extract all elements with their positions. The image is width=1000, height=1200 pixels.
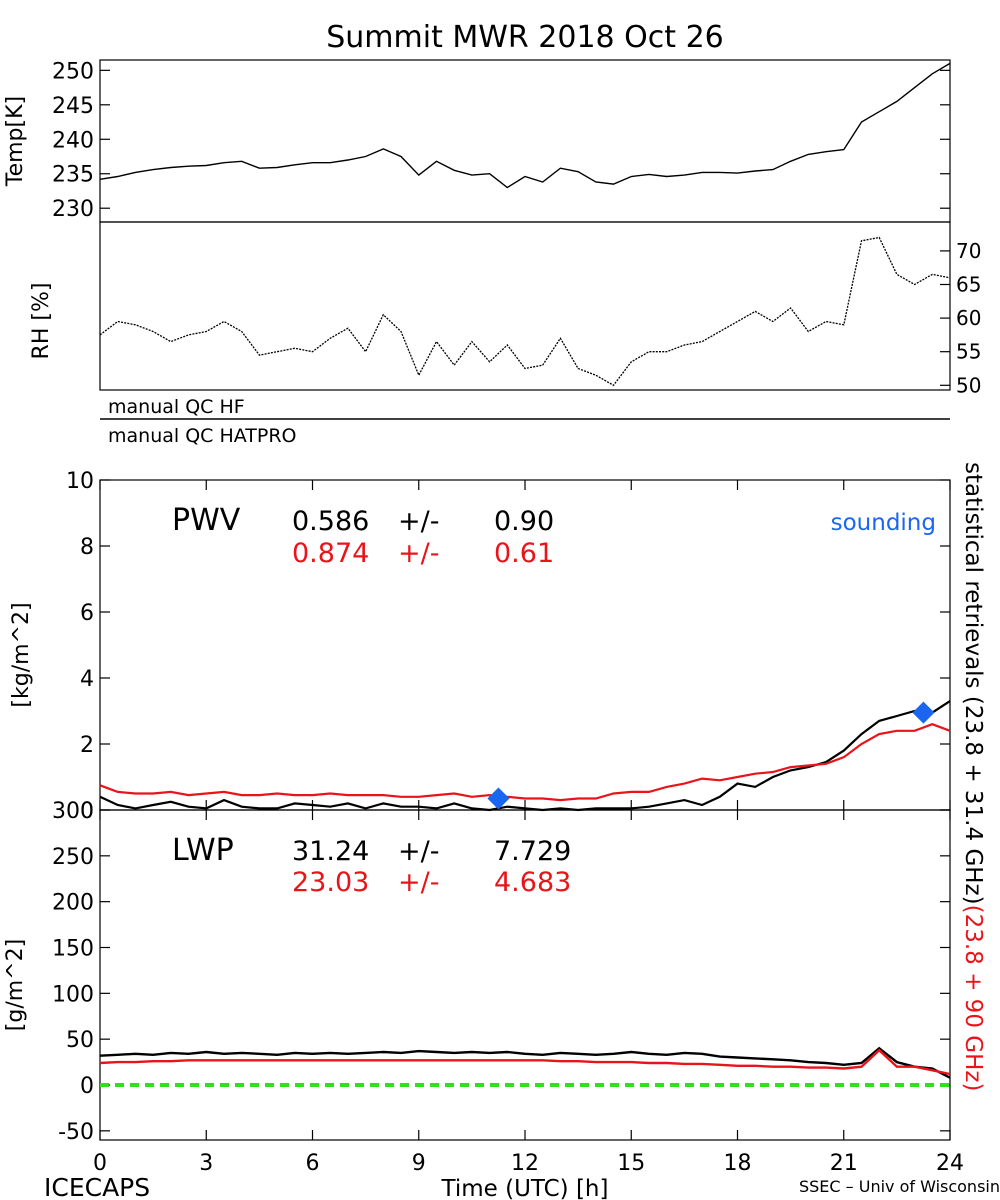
sounding-marker xyxy=(487,787,510,810)
pwv-red-series-line xyxy=(99,723,951,802)
x-tick-label: 0 xyxy=(93,1151,107,1176)
rh-ytick-label: 55 xyxy=(956,340,981,364)
pwv-stat-red-mean: 0.874 xyxy=(292,538,369,569)
x-tick-label: 24 xyxy=(936,1151,964,1176)
x-tick-label: 12 xyxy=(511,1151,539,1176)
rh-panel: 50 55 60 65 70 RH [%] xyxy=(29,221,981,397)
right-side-labels: statistical retrievals (23.8 + 31.4 GHz)… xyxy=(960,462,986,1091)
rh-yticks: 50 55 60 65 70 xyxy=(940,239,981,397)
lwp-panel-label: LWP xyxy=(172,833,234,868)
qc-bar-hf-label: manual QC HF xyxy=(108,396,245,418)
pwv-ytick-label: 6 xyxy=(80,601,94,626)
pwv-ytick-label: 4 xyxy=(80,667,94,692)
lwp-ytick-label: 200 xyxy=(52,891,94,916)
pwv-ytick-label: 10 xyxy=(66,469,94,494)
temp-ytick-label: 240 xyxy=(52,128,94,153)
qc-bar-hatpro-label: manual QC HATPRO xyxy=(108,425,297,447)
rh-ytick-label: 70 xyxy=(956,239,981,263)
lwp-xticks xyxy=(99,810,951,1140)
lwp-stat-red-pm: +/- xyxy=(398,867,439,898)
temp-ytick-label: 230 xyxy=(52,197,94,222)
temp-plot-frame xyxy=(99,59,951,223)
right-label-black: statistical retrievals (23.8 + 31.4 GHz)… xyxy=(960,462,986,1091)
right-label-black-text: statistical retrievals (23.8 + 31.4 GHz) xyxy=(960,462,986,905)
pwv-stat-red-sd: 0.61 xyxy=(494,538,554,569)
lwp-stat-red-sd: 4.683 xyxy=(494,867,571,898)
pwv-yticks: 0 2 4 6 8 10 xyxy=(66,469,950,824)
chart-title: Summit MWR 2018 Oct 26 xyxy=(326,20,724,55)
lwp-ylabel: [g/m^2] xyxy=(3,939,28,1031)
pwv-legend-sounding: sounding xyxy=(831,510,936,536)
pwv-stat-red-pm: +/- xyxy=(398,538,439,569)
lwp-red-series-line xyxy=(99,1048,951,1076)
lwp-ytick-label: 50 xyxy=(66,1028,94,1053)
temp-ylabel: Temp[K] xyxy=(3,96,28,187)
x-tick-label: 15 xyxy=(617,1151,645,1176)
lwp-ytick-label: 0 xyxy=(80,1074,94,1099)
pwv-panel-label: PWV xyxy=(172,503,241,538)
rh-ylabel: RH [%] xyxy=(29,283,54,360)
x-tick-label: 18 xyxy=(724,1151,752,1176)
pwv-ylabel: [kg/m^2] xyxy=(9,602,34,707)
lwp-yticks: -50 0 50 100 150 200 250 300 xyxy=(52,799,950,1145)
temp-ytick-label: 235 xyxy=(52,163,94,188)
sounding-marker xyxy=(912,701,935,724)
lwp-stat-black-mean: 31.24 xyxy=(292,836,369,867)
lwp-stat-black-pm: +/- xyxy=(398,836,439,867)
pwv-sounding-markers xyxy=(487,701,935,810)
pwv-stat-black-mean: 0.586 xyxy=(292,506,369,537)
qc-bars: manual QC HF manual QC HATPRO xyxy=(100,396,950,447)
pwv-stat-black-sd: 0.90 xyxy=(494,506,554,537)
right-label-red-text: (23.8 + 90 GHz) xyxy=(960,905,986,1092)
pwv-xticks xyxy=(99,480,951,810)
x-tick-label: 21 xyxy=(830,1151,858,1176)
lwp-stat-black-sd: 7.729 xyxy=(494,836,571,867)
lwp-ytick-label: -50 xyxy=(58,1120,94,1145)
temp-ytick-label: 250 xyxy=(52,59,94,84)
temp-series-line xyxy=(99,62,951,189)
x-tick-label: 6 xyxy=(306,1151,320,1176)
lwp-black-series-line xyxy=(99,1046,951,1079)
rh-ytick-label: 60 xyxy=(956,306,981,330)
pwv-black-series-line xyxy=(99,700,951,812)
lwp-ytick-label: 250 xyxy=(52,845,94,870)
footer-right-label: SSEC – Univ of Wisconsin xyxy=(799,1177,1000,1196)
lwp-ytick-label: 150 xyxy=(52,937,94,962)
temp-ytick-label: 245 xyxy=(52,94,94,119)
pwv-panel: 0 2 4 6 8 10 [kg/m^2] PWV 0.586 +/- 0.90 0.87… xyxy=(9,469,951,824)
x-axis-label: Time (UTC) [h] xyxy=(441,1176,609,1200)
pwv-stat-black-pm: +/- xyxy=(398,506,439,537)
lwp-stat-red-mean: 23.03 xyxy=(292,867,369,898)
rh-series-line xyxy=(99,236,951,387)
temp-panel: 230 235 240 245 250 Temp[K] xyxy=(3,59,951,223)
lwp-ytick-label: 300 xyxy=(52,799,94,824)
pwv-ytick-label: 2 xyxy=(80,733,94,758)
x-tick-label: 3 xyxy=(199,1151,213,1176)
rh-ytick-label: 50 xyxy=(956,373,981,397)
temp-yticks: 230 235 240 245 250 xyxy=(52,59,950,222)
pwv-ytick-label: 8 xyxy=(80,535,94,560)
x-tick-labels: 0 3 6 9 12 15 18 21 24 xyxy=(93,1151,964,1176)
lwp-ytick-label: 100 xyxy=(52,982,94,1007)
x-tick-label: 9 xyxy=(412,1151,426,1176)
rh-plot-frame xyxy=(99,221,951,391)
rh-ytick-label: 65 xyxy=(956,272,981,296)
pwv-ytick-label: 0 xyxy=(80,799,94,824)
footer-left-label: ICECAPS xyxy=(44,1173,150,1200)
